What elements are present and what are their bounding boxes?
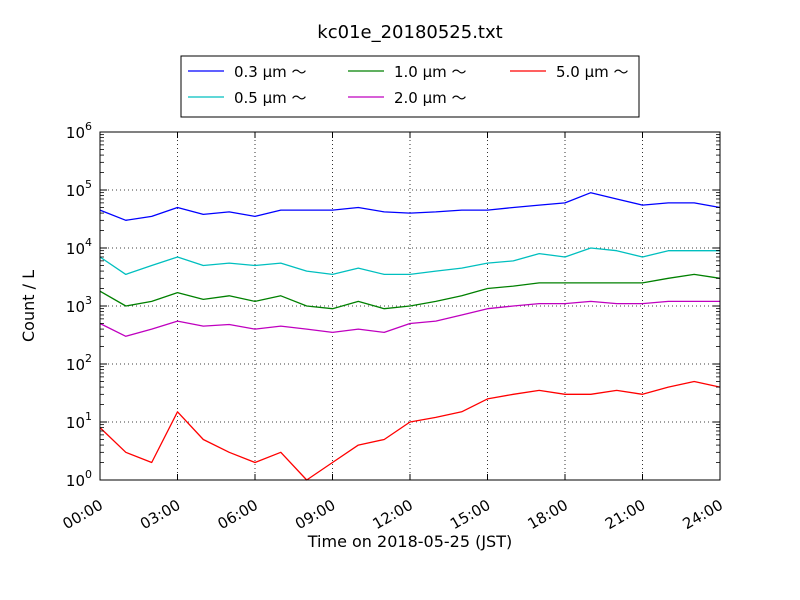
y-tick-label: 105: [66, 178, 92, 200]
legend-label-0: 0.3 μm ～: [234, 63, 307, 81]
grid-lines: [100, 132, 720, 480]
series-line-3: [99, 300, 720, 337]
y-tick-label: 104: [66, 236, 92, 258]
y-tick-label: 106: [66, 120, 92, 142]
y-tick-label: 102: [66, 352, 92, 374]
series-line-2: [99, 273, 721, 310]
legend-label-2: 1.0 μm ～: [394, 63, 467, 81]
y-axis-label: Count / L: [19, 270, 38, 342]
legend: 0.3 μm ～ 0.5 μm ～ 1.0 μm ～ 2.0 μm ～ 5.0 μm ～: [180, 55, 640, 118]
x-axis-label: Time on 2018-05-25 (JST): [307, 532, 512, 551]
y-tick-label: 101: [66, 410, 92, 432]
series-line-0: [99, 192, 721, 221]
legend-label-4: 5.0 μm ～: [556, 63, 629, 81]
y-tick-label: 103: [66, 294, 92, 316]
axis-ticks: 00:00 03:00 06:00 09:00 12:00 15:00 18:00 21:00…: [60, 120, 726, 533]
legend-frame: [180, 55, 640, 118]
series-line-4: [99, 380, 721, 481]
data-series: [99, 192, 721, 481]
y-tick-label: 100: [66, 468, 92, 490]
legend-label-3: 2.0 μm ～: [394, 89, 467, 107]
series-line-1: [99, 247, 720, 276]
legend-label-1: 0.5 μm ～: [234, 89, 307, 107]
chart-title: kc01e_20180525.txt: [317, 22, 502, 43]
